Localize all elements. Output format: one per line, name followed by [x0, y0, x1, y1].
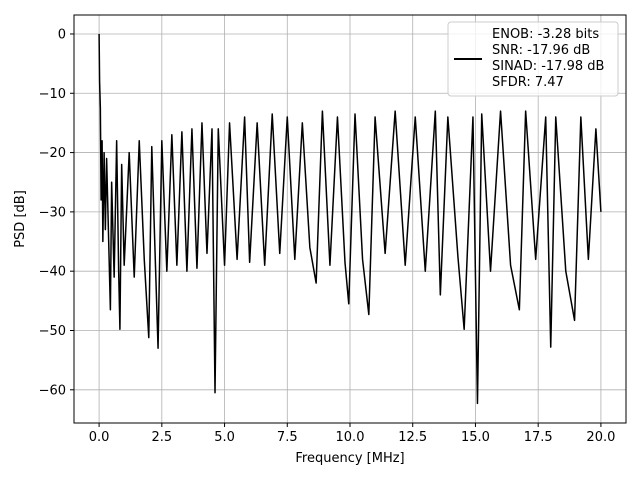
y-tick-label: −10 — [39, 87, 66, 102]
x-tick-label: 20.0 — [586, 430, 615, 445]
y-tick-label: −50 — [39, 324, 66, 339]
y-tick-label: −20 — [39, 146, 66, 161]
legend-line-enob: ENOB: -3.28 bits — [492, 27, 599, 42]
legend-box — [447, 21, 619, 97]
x-tick-label: 2.5 — [151, 430, 172, 445]
legend-line-sinad: SINAD: -17.98 dB — [492, 59, 604, 74]
x-tick-label: 0.0 — [89, 430, 110, 445]
legend-line-sfdr: SFDR: 7.47 — [492, 75, 564, 90]
psd-line — [98, 33, 602, 405]
x-axis: 0.0 2.5 5.0 7.5 10.0 12.5 15.0 17.5 20.0 — [89, 423, 615, 445]
y-tick-label: 0 — [58, 27, 66, 42]
data-series — [98, 33, 602, 405]
legend: ENOB: -3.28 bits SNR: -17.96 dB SINAD: -… — [447, 21, 619, 97]
x-tick-label: 7.5 — [277, 430, 298, 445]
x-tick-label: 17.5 — [524, 430, 553, 445]
x-tick-label: 10.0 — [336, 430, 365, 445]
y-tick-label: −40 — [39, 265, 66, 280]
y-axis-label: PSD [dB] — [13, 190, 28, 248]
x-tick-label: 5.0 — [214, 430, 235, 445]
x-axis-label: Frequency [MHz] — [295, 451, 404, 466]
legend-line-snr: SNR: -17.96 dB — [492, 43, 590, 58]
y-tick-label: −60 — [39, 383, 66, 398]
y-axis: 0 −10 −20 −30 −40 −50 −60 — [39, 27, 74, 398]
x-tick-label: 15.0 — [461, 430, 490, 445]
x-tick-label: 12.5 — [398, 430, 427, 445]
y-tick-label: −30 — [39, 205, 66, 220]
